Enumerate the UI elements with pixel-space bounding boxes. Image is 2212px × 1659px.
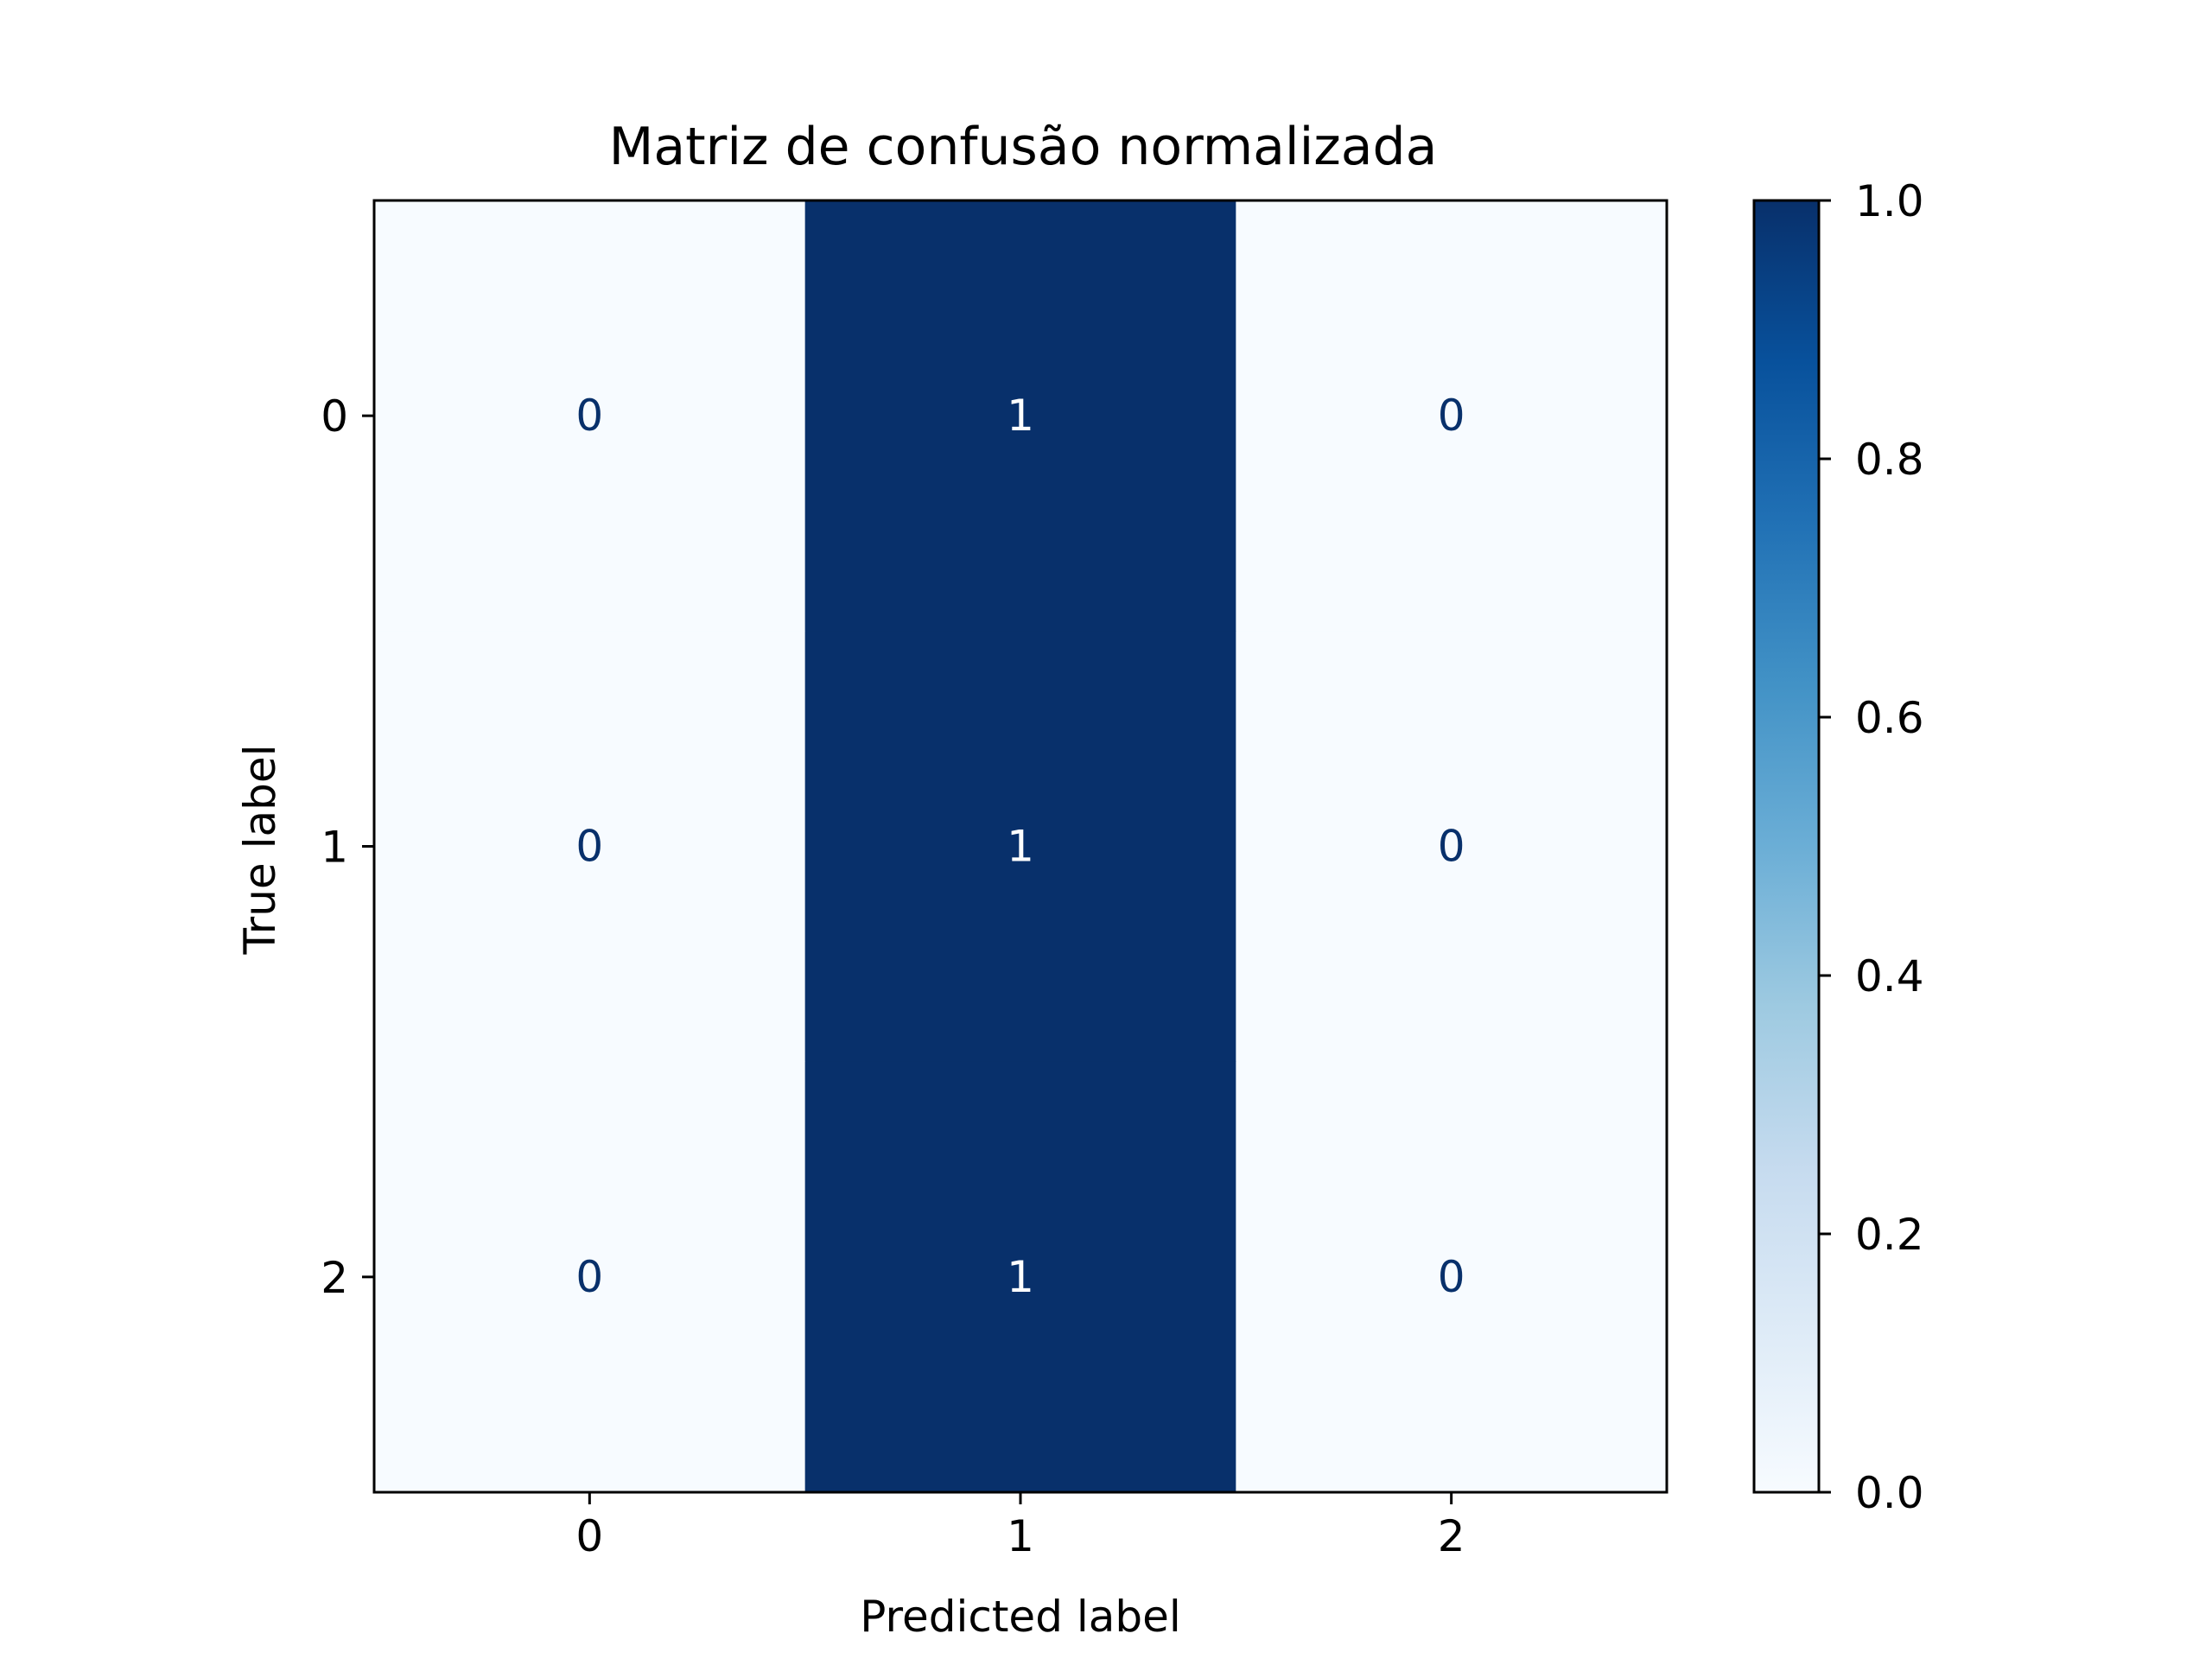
cell-value-label: 0 bbox=[1438, 1252, 1465, 1302]
x-axis-ticks: 0 1 2 bbox=[575, 1492, 1465, 1561]
heatmap-cell-labels: 0 1 0 0 1 0 0 1 0 bbox=[575, 391, 1465, 1302]
colorbar-tick-label: 0.6 bbox=[1855, 693, 1924, 743]
cell-value-label: 1 bbox=[1007, 1252, 1034, 1302]
cell-value-label: 1 bbox=[1007, 822, 1034, 872]
heatmap-cell-r2-c1 bbox=[804, 1061, 1236, 1493]
cell-value-label: 0 bbox=[575, 391, 603, 441]
heatmap-cell-r0-c0 bbox=[374, 200, 806, 632]
colorbar-tick-label: 0.4 bbox=[1855, 951, 1924, 1001]
heatmap-cell-r1-c2 bbox=[1236, 631, 1668, 1063]
cell-value-label: 0 bbox=[575, 1252, 603, 1302]
heatmap-cell-r2-c2 bbox=[1236, 1061, 1668, 1493]
y-axis-ticks: 0 1 2 bbox=[321, 391, 374, 1303]
heatmap-cell-r2-c0 bbox=[374, 1061, 806, 1493]
colorbar-tick-label: 1.0 bbox=[1855, 176, 1924, 226]
heatmap-cell-r0-c2 bbox=[1236, 200, 1668, 632]
y-tick-label: 1 bbox=[321, 823, 348, 873]
colorbar-tick-label: 0.2 bbox=[1855, 1210, 1924, 1260]
cell-value-label: 0 bbox=[1438, 391, 1465, 441]
heatmap-cell-r1-c0 bbox=[374, 631, 806, 1063]
y-tick-label: 0 bbox=[321, 391, 348, 442]
colorbar-tick-label: 0.8 bbox=[1855, 435, 1924, 485]
heatmap-cell-r0-c1 bbox=[804, 200, 1236, 632]
colorbar-gradient bbox=[1754, 200, 1819, 1492]
x-axis-label: Predicted label bbox=[860, 1592, 1181, 1642]
chart-title: Matriz de confusão normalizada bbox=[609, 117, 1438, 177]
heatmap-cells bbox=[374, 200, 1668, 1493]
y-tick-label: 2 bbox=[321, 1253, 348, 1303]
y-axis-label: True label bbox=[235, 744, 285, 955]
cell-value-label: 0 bbox=[1438, 822, 1465, 872]
colorbar-ticks: 0.0 0.2 0.4 0.6 0.8 1.0 bbox=[1819, 176, 1924, 1518]
x-tick-label: 0 bbox=[575, 1511, 603, 1561]
colorbar-frame bbox=[1752, 199, 1821, 1494]
heatmap-cell-r1-c1 bbox=[804, 631, 1236, 1063]
x-tick-label: 1 bbox=[1007, 1511, 1034, 1561]
colorbar-tick-label: 0.0 bbox=[1855, 1468, 1924, 1518]
cell-value-label: 0 bbox=[575, 822, 603, 872]
cell-value-label: 1 bbox=[1007, 391, 1034, 441]
x-tick-label: 2 bbox=[1438, 1511, 1465, 1561]
